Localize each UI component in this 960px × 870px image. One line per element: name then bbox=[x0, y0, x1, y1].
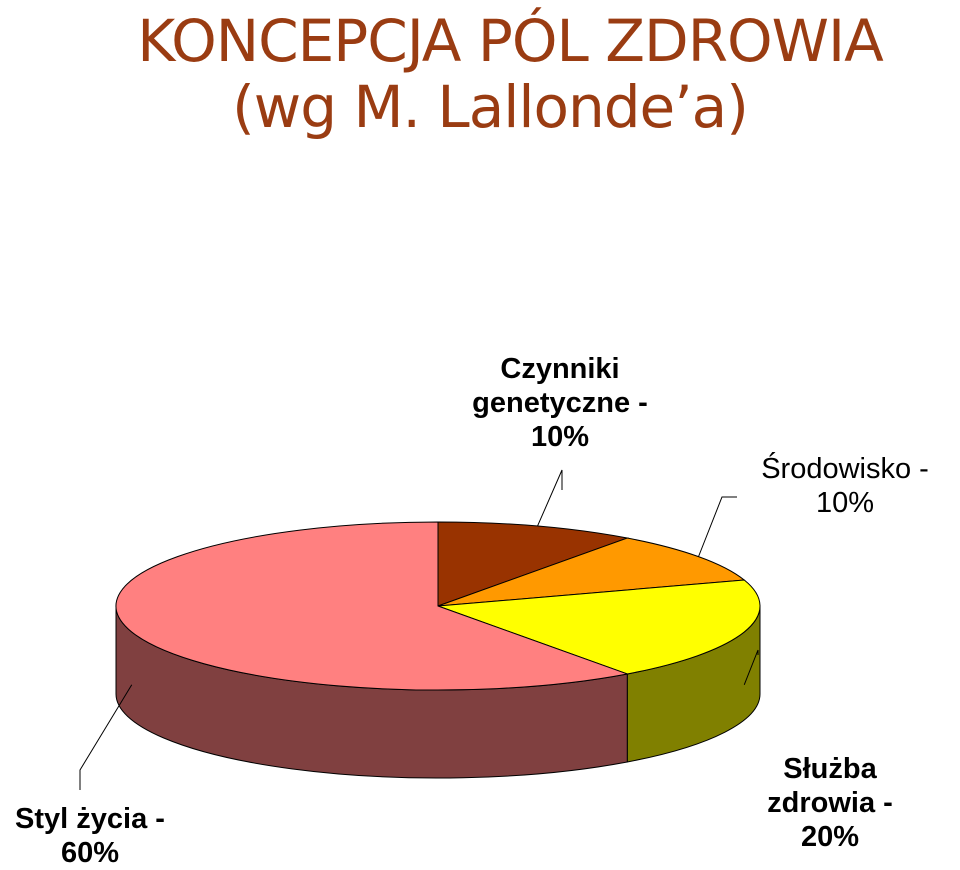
leader-line-genetics bbox=[537, 469, 563, 527]
title-line-2: (wg M. Lallonde’a) bbox=[232, 73, 749, 141]
slice-label-environment: Środowisko - 10% bbox=[761, 453, 929, 519]
leader-line-environment bbox=[698, 496, 737, 557]
slice-top-environment bbox=[437, 537, 746, 607]
title-line-1: KONCEPCJA PÓL ZDROWIA bbox=[137, 7, 884, 75]
leader-lines bbox=[79, 469, 759, 790]
slice-label-genetics: Czynniki genetyczne - 10% bbox=[472, 353, 648, 453]
slice-label-lifestyle: Styl życia - 60% bbox=[15, 803, 165, 869]
slice-top-genetics bbox=[437, 521, 630, 607]
leader-line-healthcare bbox=[743, 649, 759, 685]
chart-title: KONCEPCJA PÓL ZDROWIA (wg M. Lallonde’a) bbox=[0, 8, 960, 140]
slice-label-healthcare: Służba zdrowia - 20% bbox=[767, 753, 893, 853]
slice-top-healthcare bbox=[437, 579, 761, 675]
pie-sides bbox=[115, 605, 761, 779]
slice-top-lifestyle bbox=[115, 521, 630, 691]
pie-tops bbox=[115, 521, 761, 691]
leader-line-lifestyle bbox=[79, 684, 133, 790]
